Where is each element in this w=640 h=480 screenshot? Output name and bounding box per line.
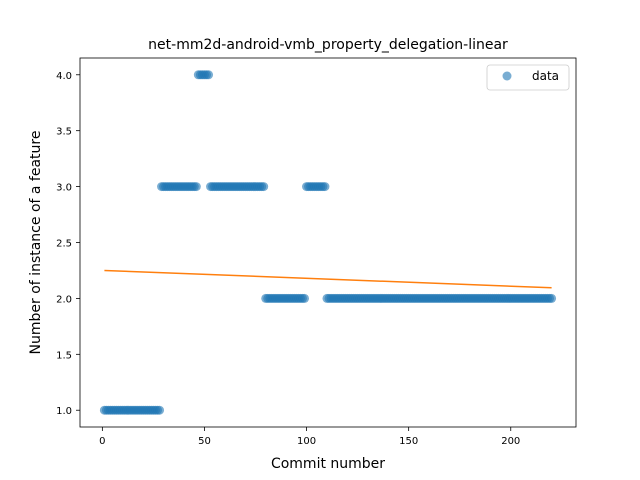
axis-ticks: 0 50 100 150 200 1.0 1.5 2.0 2.5 3.0 3.5 4.0	[56, 71, 520, 447]
x-tick-label: 0	[99, 436, 105, 447]
data-point	[320, 182, 330, 192]
y-tick-label: 2.0	[56, 294, 72, 305]
x-tick-label: 200	[501, 436, 520, 447]
x-tick-label: 100	[297, 436, 316, 447]
data-point	[204, 70, 214, 80]
data-point	[191, 182, 201, 192]
plot-content	[99, 70, 557, 415]
legend: data	[486, 64, 570, 91]
x-tick-label: 150	[399, 436, 418, 447]
x-tick-label: 50	[198, 436, 211, 447]
legend-box	[486, 64, 570, 91]
x-axis-label: Commit number	[271, 456, 385, 472]
data-point	[547, 293, 557, 303]
y-tick-label: 1.0	[56, 406, 72, 417]
data-point	[259, 182, 269, 192]
y-tick-label: 2.5	[56, 239, 72, 250]
data-point	[300, 293, 310, 303]
y-tick-label: 3.0	[56, 183, 72, 194]
y-axis-label: Number of instance of a feature	[28, 131, 44, 355]
axes-frame	[79, 57, 577, 428]
y-tick-label: 1.5	[56, 350, 72, 361]
data-point	[155, 405, 165, 415]
y-tick-label: 4.0	[56, 71, 72, 82]
legend-label: data	[532, 69, 559, 83]
trend-line	[104, 269, 552, 289]
chart-title: net-mm2d-android-vmb_property_delegation…	[148, 37, 508, 53]
legend-marker	[502, 71, 512, 81]
y-tick-label: 3.5	[56, 127, 72, 138]
